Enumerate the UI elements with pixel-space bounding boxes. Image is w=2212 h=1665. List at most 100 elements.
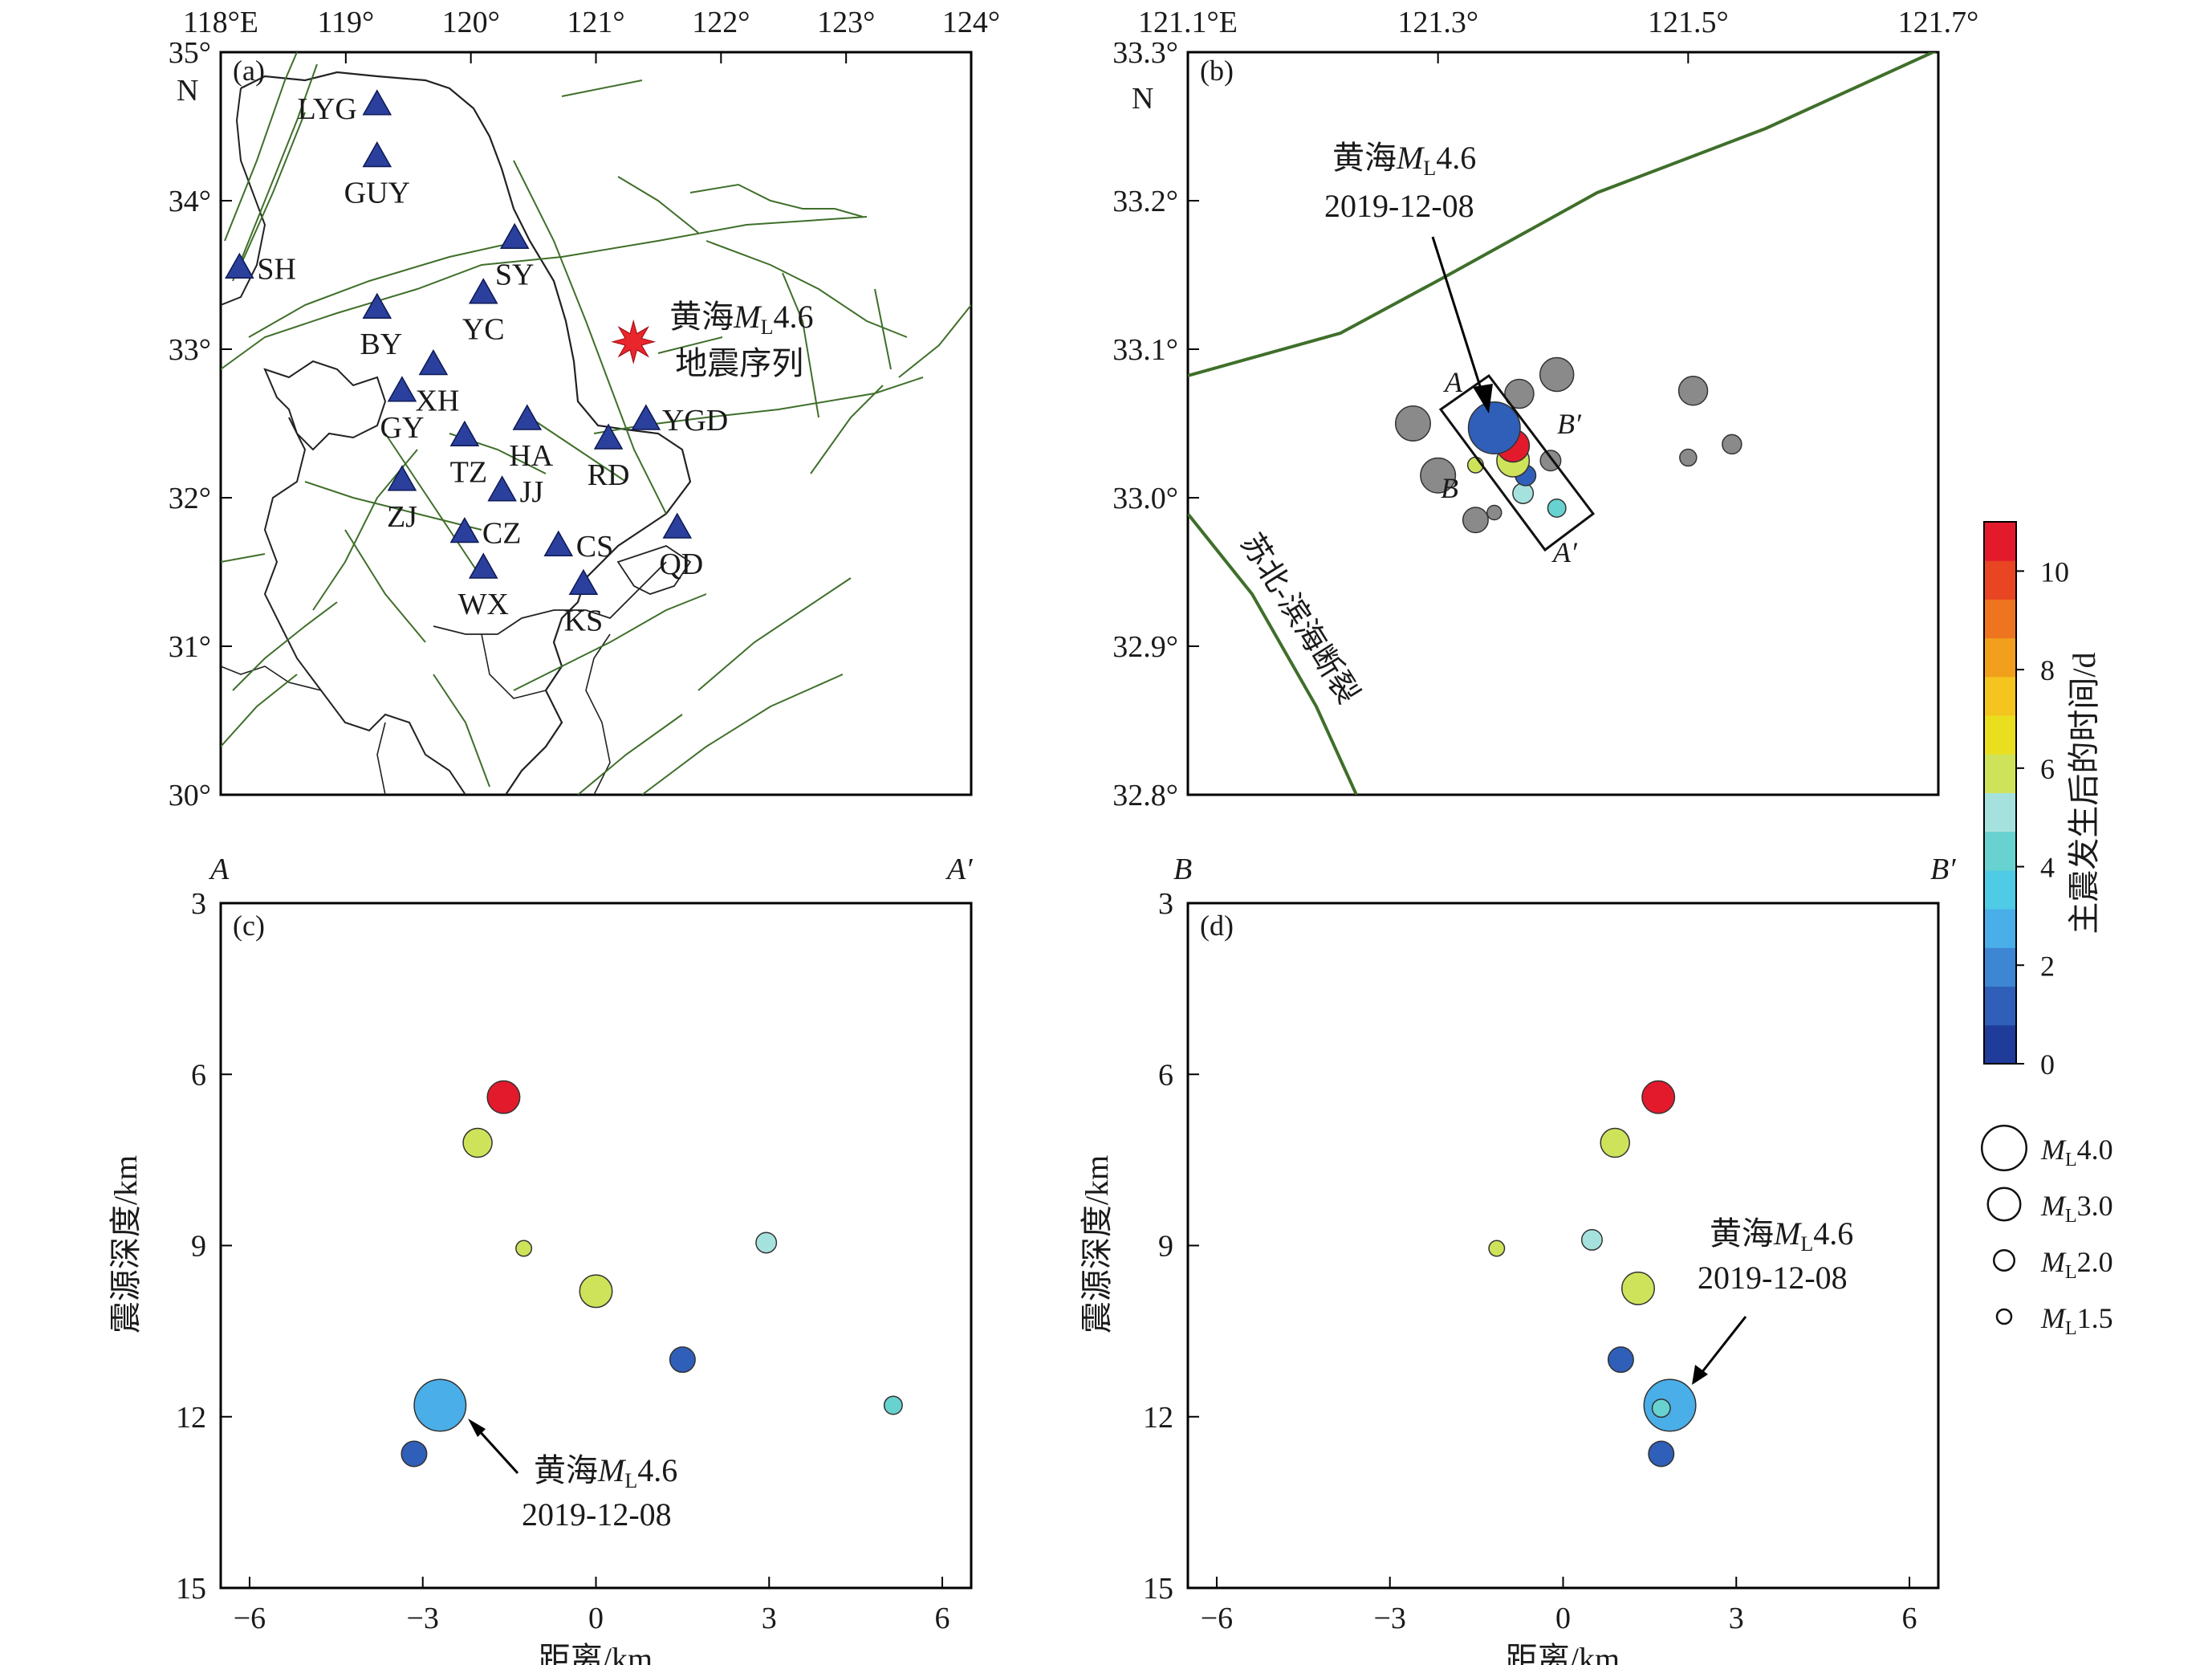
- colorbar-cell: [1984, 522, 2016, 561]
- colorbar-cell: [1984, 947, 2016, 987]
- panel-b-map: 121.1°E 121.3° 121.5° 121.7° 33.3° 33.2° 33.1°…: [1112, 6, 1978, 812]
- station-marker: [449, 517, 480, 543]
- station-label: ZJ: [387, 500, 417, 534]
- colorbar-tick-label: 10: [2040, 556, 2069, 588]
- station-marker: [631, 404, 661, 430]
- colorbar-ticks: 0 2 4 6 8 10: [2016, 556, 2069, 1081]
- gray-event: [1486, 504, 1502, 521]
- fault-line-ne: [1188, 52, 1938, 377]
- panel-b-annotation-date: 2019-12-08: [1324, 188, 1474, 224]
- station-marker: [593, 423, 624, 450]
- panel-b-ytick-label: 32.9°: [1112, 630, 1178, 664]
- panel-d-xtick-label: 3: [1729, 1602, 1744, 1635]
- panel-d-ytick-label: 3: [1158, 887, 1173, 921]
- station-marker: [362, 89, 392, 116]
- panel-d-xtick-label: −6: [1201, 1602, 1233, 1635]
- station-label: XH: [415, 385, 459, 418]
- size-legend-circle: [1986, 1187, 2022, 1222]
- colored-event: [1467, 401, 1521, 455]
- panel-c-point: [579, 1274, 613, 1309]
- panel-c-ytick-label: 3: [191, 887, 206, 921]
- station-label: BY: [360, 328, 402, 361]
- panel-a-xtick-label: 122°: [692, 6, 750, 39]
- panel-c-ylabel: 震源深度/km: [108, 1155, 144, 1333]
- panel-c-arrow-shaft: [476, 1427, 519, 1475]
- station-marker: [662, 512, 693, 539]
- colorbar-cell: [1984, 676, 2016, 716]
- panel-b-xtick-label: 121.3°: [1397, 6, 1478, 39]
- panel-c-xtick-label: −6: [234, 1602, 266, 1635]
- station-marker: [225, 252, 254, 279]
- panel-c-point: [755, 1231, 778, 1254]
- panel-a-ytick-label: 32°: [169, 482, 211, 515]
- event-star: [611, 319, 657, 364]
- station-label: LYG: [297, 92, 356, 126]
- panel-c-ticks: −6 −3 0 3 6 3 6 9 12 15: [176, 887, 950, 1635]
- colorbar-frame: [1983, 521, 2017, 1065]
- station-label: SH: [257, 252, 296, 286]
- size-legend-label: ML3.0: [2040, 1190, 2113, 1227]
- colorbar-cell: [1984, 831, 2016, 871]
- panel-d-annotation-line1: 黄海ML4.6: [1710, 1215, 1853, 1256]
- station-marker: [468, 552, 498, 579]
- panel-a-ytick-label: 31°: [169, 630, 211, 664]
- gray-event: [1420, 457, 1457, 494]
- colorbar-cell: [1984, 792, 2016, 832]
- gray-event: [1722, 434, 1742, 455]
- station-label: CS: [576, 530, 613, 564]
- station-marker: [487, 475, 517, 502]
- size-legend-label: ML2.0: [2040, 1246, 2113, 1283]
- panel-c-ytick-label: 9: [191, 1230, 206, 1264]
- station-label: CZ: [482, 517, 522, 551]
- panel-d-ticks: −6 −3 0 3 6 3 6 9 12 15: [1143, 887, 1917, 1635]
- panel-c-point: [462, 1127, 493, 1158]
- panel-b-ticks: 121.1°E 121.3° 121.5° 121.7° 33.3° 33.2° 33.1°…: [1112, 6, 1978, 812]
- station-marker: [418, 348, 449, 376]
- station-marker: [362, 140, 392, 168]
- panel-d-xtick-label: 0: [1555, 1602, 1571, 1635]
- panel-b-ytick-label: 33.1°: [1112, 333, 1178, 367]
- panel-d-ytick-label: 15: [1143, 1572, 1173, 1606]
- colorbar-tick-label: 0: [2040, 1048, 2055, 1081]
- gray-event: [1539, 356, 1575, 393]
- size-legend-circle: [1993, 1249, 2015, 1272]
- panel-d-xtick-label: −3: [1374, 1602, 1406, 1635]
- panel-b-ytick-label: 33.2°: [1112, 185, 1178, 218]
- station-label: GY: [380, 411, 425, 445]
- colorbar-cell: [1984, 715, 2016, 755]
- panel-b-n-label: N: [1132, 82, 1153, 116]
- panel-b-arrow-head: [1473, 384, 1493, 413]
- colorbar-tick-label: 8: [2040, 654, 2055, 686]
- panel-d-end: B′: [1930, 853, 1956, 886]
- station-marker: [362, 292, 392, 319]
- size-legend: ML4.0 ML3.0 ML2.0 ML1.5: [1981, 1125, 2113, 1339]
- panel-a-xtick-label: 119°: [317, 6, 374, 39]
- panel-c-label: (c): [233, 910, 265, 942]
- panel-d-point: [1651, 1398, 1671, 1419]
- colorbar-cell: [1984, 599, 2016, 639]
- panel-c-point: [413, 1378, 467, 1432]
- panel-a-basemap: [221, 52, 971, 795]
- profile-label-a: A: [1443, 366, 1463, 398]
- colorbar-cell: [1984, 754, 2016, 793]
- station-label: WX: [458, 588, 509, 621]
- panel-c-xtick-label: 0: [588, 1602, 604, 1635]
- panel-c-start: A: [208, 853, 230, 886]
- panel-b-label: (b): [1200, 55, 1234, 87]
- station-marker: [543, 530, 574, 556]
- panel-c-profile: A A′ (c) −6 −3 0 3 6 3 6 9 12 15 距离/km 震源深度/km 黄海…: [108, 853, 973, 1665]
- panel-d-start: B: [1173, 853, 1192, 886]
- panel-b-ytick-label: 32.8°: [1112, 779, 1178, 812]
- panel-a-ticks: 118°E 119° 120° 121° 122° 123° 124° 35° 34° 33° 32…: [169, 6, 1000, 812]
- station-marker: [468, 278, 498, 304]
- panel-d-ylabel: 震源深度/km: [1079, 1155, 1115, 1333]
- panel-c-points: [401, 1080, 903, 1468]
- station-label: YC: [462, 313, 505, 347]
- panel-c-point: [486, 1080, 521, 1114]
- profile-label-b: B: [1441, 472, 1458, 504]
- size-legend-label: ML1.5: [2040, 1302, 2113, 1339]
- panel-b-xtick-label: 121.5°: [1648, 6, 1729, 39]
- panel-c-xlabel: 距离/km: [539, 1641, 653, 1665]
